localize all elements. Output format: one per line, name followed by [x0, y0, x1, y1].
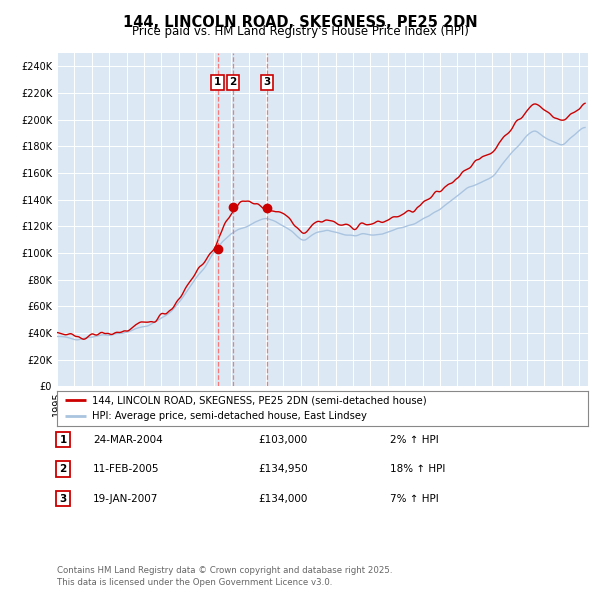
Text: 1: 1 [59, 435, 67, 444]
Text: 2: 2 [230, 77, 237, 87]
Text: 18% ↑ HPI: 18% ↑ HPI [390, 464, 445, 474]
Text: 3: 3 [263, 77, 271, 87]
Text: 144, LINCOLN ROAD, SKEGNESS, PE25 2DN (semi-detached house): 144, LINCOLN ROAD, SKEGNESS, PE25 2DN (s… [92, 395, 426, 405]
Text: £134,950: £134,950 [258, 464, 308, 474]
Text: HPI: Average price, semi-detached house, East Lindsey: HPI: Average price, semi-detached house,… [92, 411, 367, 421]
Text: 2: 2 [59, 464, 67, 474]
Text: 3: 3 [59, 494, 67, 503]
Text: 24-MAR-2004: 24-MAR-2004 [93, 435, 163, 444]
Text: £103,000: £103,000 [258, 435, 307, 444]
Text: 2% ↑ HPI: 2% ↑ HPI [390, 435, 439, 444]
Text: 19-JAN-2007: 19-JAN-2007 [93, 494, 158, 503]
Text: Price paid vs. HM Land Registry's House Price Index (HPI): Price paid vs. HM Land Registry's House … [131, 25, 469, 38]
Text: 7% ↑ HPI: 7% ↑ HPI [390, 494, 439, 503]
Text: 144, LINCOLN ROAD, SKEGNESS, PE25 2DN: 144, LINCOLN ROAD, SKEGNESS, PE25 2DN [122, 15, 478, 30]
Text: 11-FEB-2005: 11-FEB-2005 [93, 464, 160, 474]
Text: Contains HM Land Registry data © Crown copyright and database right 2025.
This d: Contains HM Land Registry data © Crown c… [57, 566, 392, 587]
Text: 1: 1 [214, 77, 221, 87]
Text: £134,000: £134,000 [258, 494, 307, 503]
